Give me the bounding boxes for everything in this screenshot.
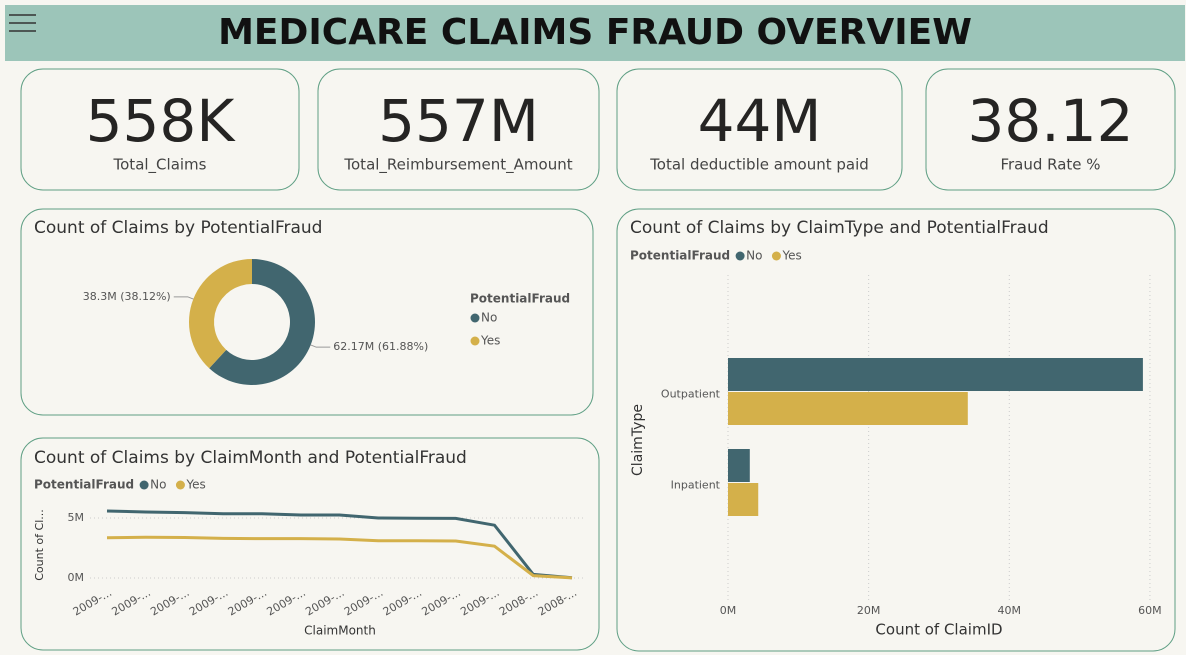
legend-label: Yes bbox=[480, 334, 500, 348]
menu-icon[interactable] bbox=[9, 14, 36, 32]
kpi-label: Fraud Rate % bbox=[1000, 156, 1100, 174]
page-title: MEDICARE CLAIMS FRAUD OVERVIEW bbox=[218, 12, 972, 53]
y-tick-label: 5M bbox=[68, 511, 85, 524]
card bbox=[616, 208, 1176, 652]
kpi-value: 557M bbox=[378, 87, 539, 155]
kpi-label: Total_Reimbursement_Amount bbox=[343, 156, 572, 175]
x-tick-label: 60M bbox=[1138, 604, 1162, 617]
kpi-card bbox=[317, 68, 600, 191]
legend-swatch bbox=[139, 480, 149, 490]
legend-label: No bbox=[150, 478, 166, 492]
legend-title: PotentialFraud bbox=[470, 292, 570, 306]
line-series bbox=[106, 509, 573, 580]
data-label: 62.17M (61.88%) bbox=[333, 340, 428, 353]
legend-swatch bbox=[771, 251, 781, 261]
kpi-card bbox=[20, 68, 300, 191]
line-series bbox=[106, 535, 573, 580]
kpi-label: Total_Claims bbox=[113, 156, 207, 175]
legend-title: PotentialFraud bbox=[34, 478, 134, 492]
kpi-label: Total deductible amount paid bbox=[649, 156, 869, 174]
legend-label: Yes bbox=[781, 249, 801, 263]
x-axis-title: Count of ClaimID bbox=[875, 621, 1002, 639]
leader-line bbox=[310, 344, 331, 348]
legend-swatch bbox=[735, 251, 745, 261]
kpi-value: 558K bbox=[86, 87, 237, 155]
legend-label: Yes bbox=[185, 478, 205, 492]
bar bbox=[728, 449, 750, 482]
donut-slice bbox=[188, 259, 252, 369]
legend-label: No bbox=[481, 311, 497, 325]
legend-title: PotentialFraud bbox=[630, 249, 730, 263]
bar bbox=[728, 483, 759, 516]
x-tick-label: 0M bbox=[720, 604, 737, 617]
legend-label: No bbox=[746, 249, 762, 263]
kpi-card bbox=[925, 68, 1176, 191]
bar bbox=[728, 358, 1143, 391]
y-tick-label: 0M bbox=[68, 571, 85, 584]
y-axis-title: ClaimType bbox=[630, 404, 646, 476]
kpi-value: 38.12 bbox=[967, 87, 1133, 155]
legend-swatch bbox=[175, 480, 185, 490]
bar bbox=[728, 392, 968, 425]
leader-line bbox=[173, 296, 194, 300]
kpi-value: 44M bbox=[698, 87, 822, 155]
chart-title: Count of Claims by ClaimType and Potenti… bbox=[630, 218, 1049, 238]
legend-swatch bbox=[470, 336, 480, 346]
donut-slice bbox=[209, 259, 315, 385]
chart-title: Count of Claims by PotentialFraud bbox=[34, 218, 322, 238]
legend-swatch bbox=[470, 313, 480, 323]
card bbox=[20, 437, 600, 651]
x-axis-title: ClaimMonth bbox=[304, 624, 376, 638]
data-label: 38.3M (38.12%) bbox=[83, 290, 171, 303]
x-tick-label: 20M bbox=[857, 604, 881, 617]
y-tick-label: Outpatient bbox=[661, 388, 721, 401]
y-tick-label: Inpatient bbox=[671, 479, 721, 492]
header-bar bbox=[5, 5, 1185, 61]
x-tick-label: 40M bbox=[998, 604, 1022, 617]
y-axis-title: Count of Cl... bbox=[33, 509, 46, 581]
kpi-card bbox=[616, 68, 903, 191]
chart-title: Count of Claims by ClaimMonth and Potent… bbox=[34, 448, 467, 468]
